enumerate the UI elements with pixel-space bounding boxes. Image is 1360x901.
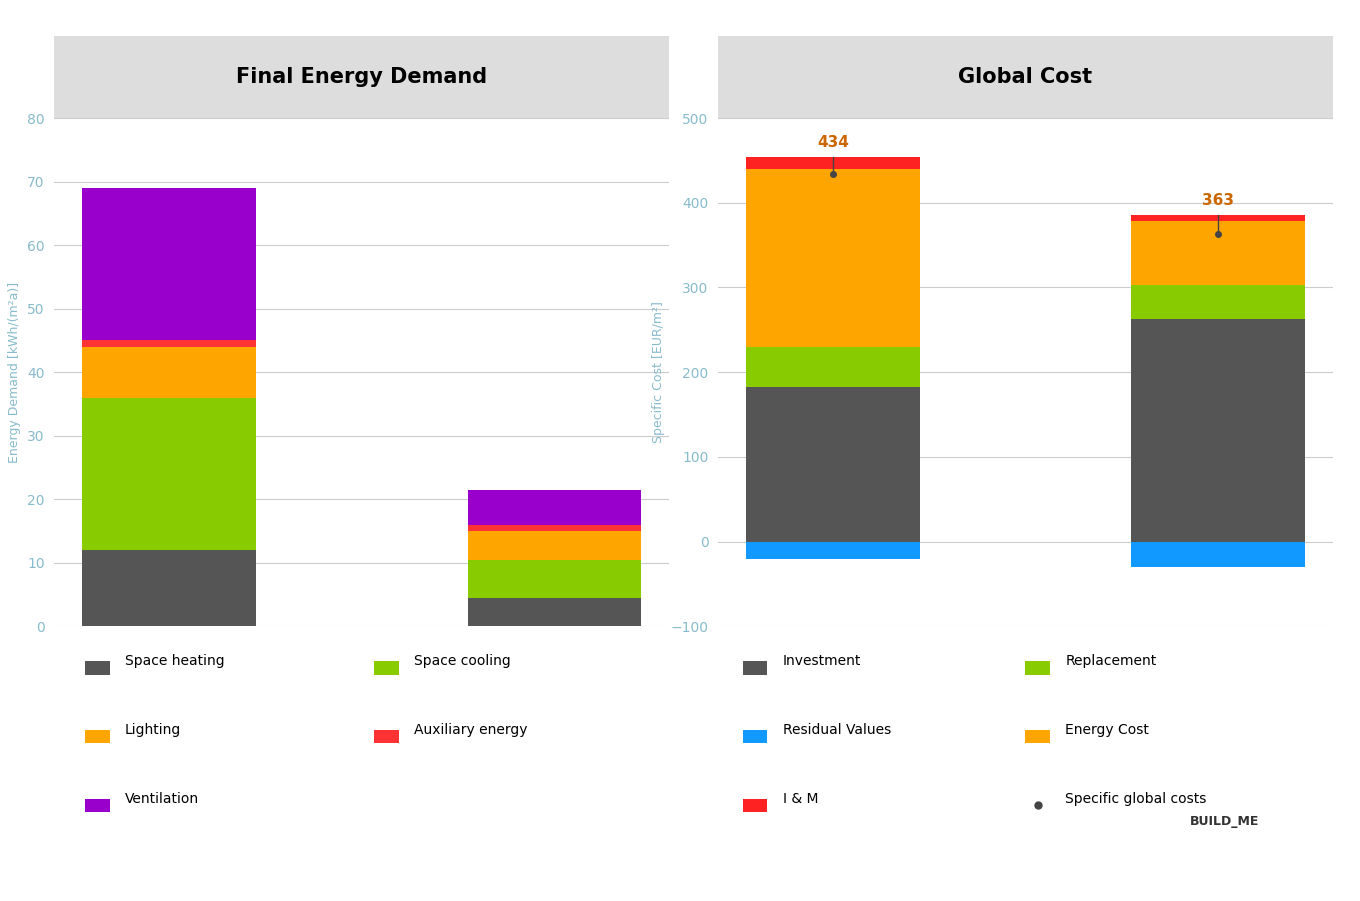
Text: Investment: Investment — [783, 654, 861, 668]
Bar — [83, 347, 256, 397]
Text: Auxiliary energy: Auxiliary energy — [413, 723, 528, 737]
Bar — [1132, 285, 1304, 319]
Bar — [86, 730, 110, 743]
Bar — [1132, 222, 1304, 285]
Bar — [86, 660, 110, 675]
Bar — [747, 347, 919, 387]
Bar — [468, 531, 641, 560]
Bar — [83, 397, 256, 551]
Text: Specific global costs: Specific global costs — [1065, 792, 1206, 805]
Text: Space heating: Space heating — [125, 654, 224, 668]
Bar — [86, 798, 110, 813]
Y-axis label: Energy Demand [kWh/(m²a)]: Energy Demand [kWh/(m²a)] — [8, 282, 22, 463]
Text: Global Cost: Global Cost — [959, 67, 1092, 87]
Bar — [468, 490, 641, 524]
Bar — [374, 730, 398, 743]
Text: Lighting: Lighting — [125, 723, 181, 737]
Bar — [747, 168, 919, 347]
Text: Residual Values: Residual Values — [783, 723, 891, 737]
Bar — [747, 542, 919, 559]
Bar — [1132, 542, 1304, 567]
Bar — [374, 660, 398, 675]
Text: Replacement: Replacement — [1065, 654, 1157, 668]
Bar — [83, 188, 256, 341]
Text: I & M: I & M — [783, 792, 819, 805]
Bar — [1025, 730, 1050, 743]
Text: 363: 363 — [1202, 193, 1234, 208]
Bar — [468, 524, 641, 531]
Text: Energy Cost: Energy Cost — [1065, 723, 1149, 737]
Text: BUILD_ME: BUILD_ME — [1190, 815, 1259, 828]
Bar — [743, 730, 767, 743]
Bar — [1025, 660, 1050, 675]
Text: Ventilation: Ventilation — [125, 792, 199, 805]
Bar — [747, 157, 919, 168]
Text: Space cooling: Space cooling — [413, 654, 511, 668]
Bar — [1132, 319, 1304, 542]
Bar — [468, 560, 641, 597]
Bar — [83, 551, 256, 626]
Bar — [1132, 214, 1304, 222]
Text: 434: 434 — [817, 135, 849, 150]
Bar — [468, 597, 641, 626]
Y-axis label: Specific Cost [EUR/m²]: Specific Cost [EUR/m²] — [651, 301, 665, 443]
Bar — [743, 660, 767, 675]
Text: Final Energy Demand: Final Energy Demand — [237, 67, 487, 87]
Bar — [747, 387, 919, 542]
Bar — [743, 798, 767, 813]
Bar — [83, 341, 256, 347]
